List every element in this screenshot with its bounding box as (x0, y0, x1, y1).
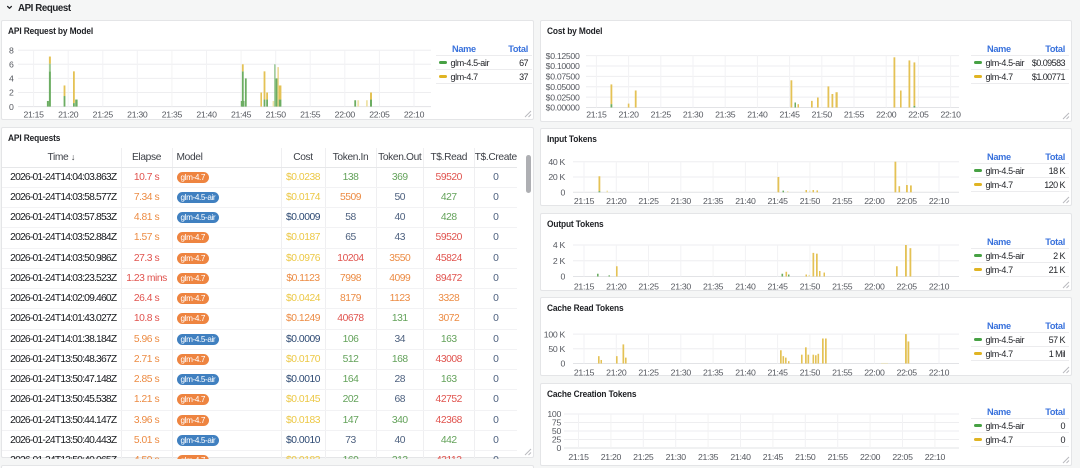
svg-text:22:10: 22:10 (929, 196, 950, 206)
svg-text:21:25: 21:25 (93, 109, 114, 119)
svg-text:100: 100 (547, 409, 561, 419)
svg-text:21:15: 21:15 (23, 109, 44, 119)
svg-text:$0.02500: $0.02500 (546, 92, 580, 102)
svg-text:21:45: 21:45 (767, 282, 788, 292)
svg-text:21:55: 21:55 (832, 196, 853, 206)
svg-text:21:35: 21:35 (703, 367, 724, 377)
svg-text:0: 0 (560, 188, 565, 198)
svg-text:21:45: 21:45 (231, 109, 252, 119)
svg-text:4: 4 (9, 74, 14, 84)
svg-text:21:50: 21:50 (266, 109, 287, 119)
svg-text:22:00: 22:00 (876, 109, 897, 119)
svg-text:0: 0 (560, 359, 565, 369)
svg-text:21:30: 21:30 (671, 196, 692, 206)
svg-text:2: 2 (9, 88, 14, 98)
svg-text:21:50: 21:50 (812, 109, 833, 119)
svg-text:22:00: 22:00 (860, 452, 881, 462)
svg-text:21:30: 21:30 (671, 282, 692, 292)
svg-text:6: 6 (9, 60, 14, 70)
svg-text:21:55: 21:55 (300, 109, 321, 119)
svg-text:21:30: 21:30 (671, 367, 692, 377)
svg-text:21:50: 21:50 (800, 282, 821, 292)
svg-text:21:40: 21:40 (747, 109, 768, 119)
svg-text:21:50: 21:50 (800, 196, 821, 206)
svg-text:21:20: 21:20 (606, 196, 627, 206)
svg-text:22:05: 22:05 (908, 109, 929, 119)
svg-text:21:35: 21:35 (703, 196, 724, 206)
svg-text:25: 25 (552, 435, 562, 445)
svg-text:21:45: 21:45 (763, 452, 784, 462)
svg-text:22:10: 22:10 (929, 282, 950, 292)
svg-text:21:55: 21:55 (832, 367, 853, 377)
svg-text:0: 0 (556, 443, 561, 453)
svg-text:21:50: 21:50 (795, 452, 816, 462)
svg-text:21:25: 21:25 (638, 196, 659, 206)
svg-text:21:40: 21:40 (730, 452, 751, 462)
svg-text:21:30: 21:30 (683, 109, 704, 119)
svg-text:22:00: 22:00 (864, 282, 885, 292)
svg-text:21:25: 21:25 (633, 452, 654, 462)
svg-text:22:00: 22:00 (335, 109, 356, 119)
svg-text:50 K: 50 K (548, 344, 565, 354)
svg-text:22:10: 22:10 (404, 109, 425, 119)
svg-text:22:00: 22:00 (864, 196, 885, 206)
svg-text:21:45: 21:45 (767, 196, 788, 206)
svg-text:21:55: 21:55 (844, 109, 865, 119)
svg-text:21:55: 21:55 (828, 452, 849, 462)
svg-text:22:10: 22:10 (940, 109, 961, 119)
svg-text:21:15: 21:15 (574, 367, 595, 377)
svg-text:2 K: 2 K (553, 256, 566, 266)
svg-text:22:05: 22:05 (892, 452, 913, 462)
svg-text:21:40: 21:40 (735, 367, 756, 377)
svg-text:21:35: 21:35 (162, 109, 183, 119)
svg-text:$0.00000: $0.00000 (546, 103, 580, 113)
svg-text:21:20: 21:20 (618, 109, 639, 119)
svg-text:$0.10000: $0.10000 (546, 61, 580, 71)
svg-text:21:15: 21:15 (574, 282, 595, 292)
svg-text:22:10: 22:10 (925, 452, 946, 462)
svg-text:21:35: 21:35 (698, 452, 719, 462)
svg-text:21:30: 21:30 (666, 452, 687, 462)
svg-text:22:05: 22:05 (369, 109, 390, 119)
svg-text:21:25: 21:25 (638, 282, 659, 292)
svg-text:21:30: 21:30 (127, 109, 148, 119)
svg-text:21:35: 21:35 (703, 282, 724, 292)
svg-text:0: 0 (560, 272, 565, 282)
svg-text:21:25: 21:25 (651, 109, 672, 119)
svg-text:0: 0 (9, 102, 14, 112)
svg-text:21:15: 21:15 (586, 109, 607, 119)
svg-text:21:20: 21:20 (606, 367, 627, 377)
svg-text:21:40: 21:40 (735, 282, 756, 292)
svg-text:20 K: 20 K (548, 172, 565, 182)
svg-text:75: 75 (552, 418, 562, 428)
svg-text:40 K: 40 K (548, 157, 565, 167)
svg-text:100 K: 100 K (544, 329, 566, 339)
svg-text:21:35: 21:35 (715, 109, 736, 119)
svg-text:21:15: 21:15 (568, 452, 589, 462)
svg-text:22:10: 22:10 (929, 367, 950, 377)
svg-text:22:05: 22:05 (897, 196, 918, 206)
svg-text:21:45: 21:45 (779, 109, 800, 119)
svg-text:21:15: 21:15 (574, 196, 595, 206)
svg-text:$0.05000: $0.05000 (546, 82, 580, 92)
svg-text:21:25: 21:25 (638, 367, 659, 377)
svg-text:$0.07500: $0.07500 (546, 72, 580, 82)
svg-text:21:40: 21:40 (735, 196, 756, 206)
svg-text:8: 8 (9, 45, 14, 55)
svg-text:22:05: 22:05 (897, 367, 918, 377)
svg-text:21:55: 21:55 (832, 282, 853, 292)
svg-text:22:05: 22:05 (897, 282, 918, 292)
svg-text:21:20: 21:20 (606, 282, 627, 292)
svg-text:50: 50 (552, 426, 562, 436)
svg-text:21:45: 21:45 (767, 367, 788, 377)
svg-text:21:50: 21:50 (800, 367, 821, 377)
svg-text:21:20: 21:20 (58, 109, 79, 119)
svg-text:22:00: 22:00 (864, 367, 885, 377)
svg-text:21:40: 21:40 (196, 109, 217, 119)
svg-text:$0.12500: $0.12500 (546, 51, 580, 61)
svg-text:21:20: 21:20 (601, 452, 622, 462)
svg-text:4 K: 4 K (553, 240, 566, 250)
